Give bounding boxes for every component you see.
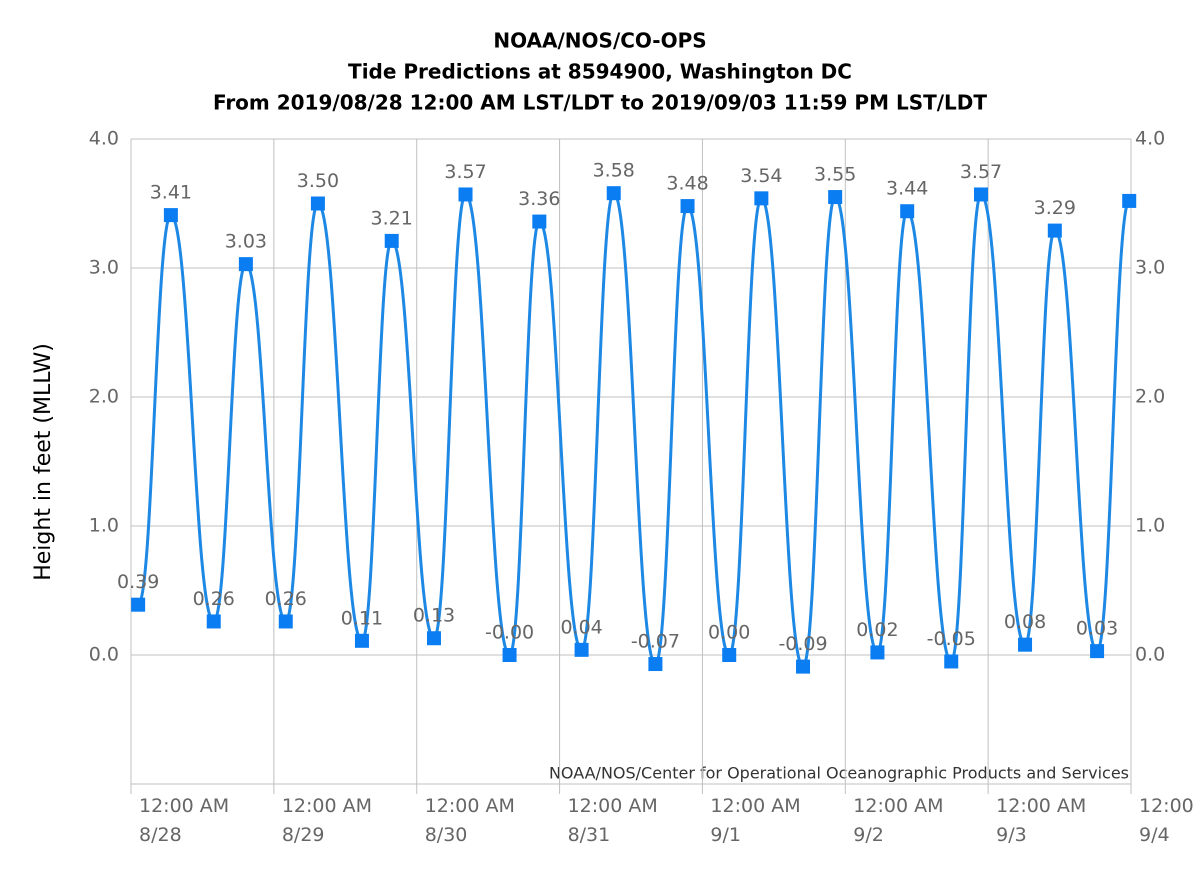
tide-line: [136, 191, 1131, 669]
y-tick-label: 2.0: [89, 386, 119, 408]
marker: [574, 642, 589, 657]
y-tick-label: 4.0: [89, 128, 119, 150]
y-axis-label: Height in feet (MLLW): [31, 343, 56, 581]
chart-title: Tide Predictions at 8594900, Washington …: [348, 60, 852, 84]
data-label: 3.50: [297, 170, 339, 192]
data-label: -0.07: [631, 631, 680, 653]
data-label: 0.26: [265, 588, 307, 610]
credit: NOAA/NOS/Center for Operational Oceanogr…: [549, 764, 1129, 783]
marker: [648, 657, 663, 672]
marker: [354, 633, 369, 648]
y2-tick-label: 0.0: [1135, 644, 1165, 666]
chart-title: NOAA/NOS/CO-OPS: [493, 29, 706, 53]
marker: [796, 659, 811, 674]
x-tick-label: 12:00 AM 9/3: [996, 795, 1087, 846]
marker: [1122, 193, 1137, 208]
data-label: 0.02: [856, 619, 898, 641]
marker: [278, 614, 293, 629]
data-label: 0.13: [413, 605, 455, 627]
x-tick-label: 12:00 AM 9/1: [710, 795, 801, 846]
x-tick-label: 12:00 AM 9/2: [853, 795, 944, 846]
marker: [900, 204, 915, 219]
y-tick-label: 0.0: [89, 644, 119, 666]
marker: [426, 631, 441, 646]
marker: [163, 208, 178, 223]
x-tick-label: 12:00 AM 8/29: [281, 795, 373, 846]
data-label: 3.41: [150, 182, 192, 204]
marker: [131, 597, 146, 612]
y2-tick-label: 3.0: [1135, 257, 1165, 279]
marker: [870, 645, 885, 660]
marker: [974, 187, 988, 202]
data-label: 0.26: [193, 588, 235, 610]
y-tick-label: 1.0: [89, 515, 119, 537]
marker: [310, 196, 325, 211]
data-label: 0.08: [1004, 611, 1046, 633]
data-label: -0.09: [778, 633, 827, 655]
data-label: 0.03: [1076, 618, 1118, 640]
marker: [1047, 223, 1062, 238]
x-tick-label: 12:00 AM 8/31: [567, 795, 658, 846]
marker: [1090, 644, 1105, 659]
y2-tick-label: 2.0: [1135, 386, 1165, 408]
x-tick-label: 12:00 AM 8/30: [424, 795, 515, 846]
data-label: 3.54: [740, 165, 782, 187]
data-label: 3.57: [960, 161, 1002, 183]
data-label: 3.57: [444, 161, 486, 183]
marker: [384, 233, 399, 248]
marker: [1018, 637, 1033, 652]
data-label: 3.36: [518, 188, 560, 210]
y2-tick-label: 4.0: [1135, 128, 1165, 150]
x-tick-label: 12:00 9/4: [1139, 795, 1194, 846]
marker: [828, 190, 843, 205]
chart-title: From 2019/08/28 12:00 AM LST/LDT to 2019…: [213, 91, 987, 115]
data-label: 3.03: [225, 231, 267, 253]
data-label: 0.04: [560, 616, 602, 638]
marker: [722, 648, 737, 662]
marker: [754, 191, 769, 206]
data-label: 0.39: [117, 571, 159, 593]
data-label: -0.05: [927, 628, 976, 650]
marker: [502, 648, 517, 662]
marker: [532, 214, 547, 229]
marker: [606, 186, 621, 201]
marker: [680, 199, 695, 214]
y2-tick-label: 1.0: [1135, 515, 1165, 537]
marker: [458, 187, 473, 202]
data-label: 3.21: [371, 207, 413, 229]
marker: [944, 654, 959, 669]
data-label: 3.58: [593, 160, 635, 182]
data-label: -0.00: [485, 622, 534, 644]
marker: [206, 614, 221, 629]
marker: [238, 257, 253, 272]
data-label: 3.48: [666, 173, 708, 195]
data-label: 3.44: [886, 178, 928, 200]
data-label: 0.11: [341, 607, 383, 629]
data-label: 3.29: [1034, 197, 1076, 219]
data-label: 3.55: [814, 164, 856, 186]
y-tick-label: 3.0: [89, 257, 119, 279]
x-tick-label: 12:00 AM 8/28: [139, 795, 230, 846]
data-label: 0.00: [708, 622, 750, 644]
